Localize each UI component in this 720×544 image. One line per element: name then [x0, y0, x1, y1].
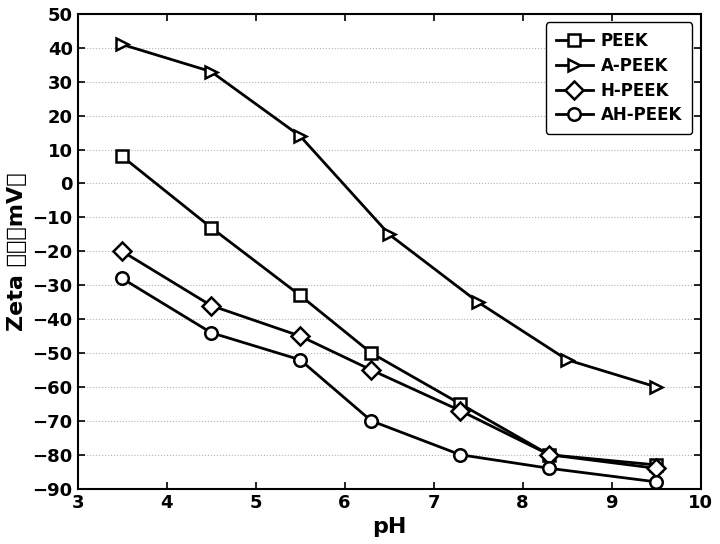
PEEK [207, 224, 215, 231]
A-PEEK [384, 231, 393, 238]
H-PEEK [545, 452, 554, 458]
H-PEEK [207, 302, 215, 309]
A-PEEK [652, 384, 660, 390]
H-PEEK [296, 333, 305, 339]
AH-PEEK [207, 330, 215, 336]
H-PEEK [652, 465, 660, 472]
PEEK [367, 350, 376, 356]
Y-axis label: Zeta 电位（mV）: Zeta 电位（mV） [7, 172, 27, 331]
AH-PEEK [456, 452, 464, 458]
A-PEEK [207, 69, 215, 75]
A-PEEK [296, 133, 305, 139]
PEEK [652, 462, 660, 468]
A-PEEK [563, 356, 572, 363]
X-axis label: pH: pH [372, 517, 406, 537]
Line: H-PEEK: H-PEEK [116, 245, 662, 474]
AH-PEEK [367, 418, 376, 424]
A-PEEK [474, 299, 482, 305]
Line: A-PEEK: A-PEEK [116, 38, 662, 393]
AH-PEEK [118, 275, 127, 282]
A-PEEK [118, 41, 127, 48]
H-PEEK [456, 407, 464, 414]
PEEK [118, 153, 127, 159]
PEEK [545, 452, 554, 458]
AH-PEEK [545, 465, 554, 472]
Line: PEEK: PEEK [116, 150, 662, 471]
PEEK [456, 400, 464, 407]
Line: AH-PEEK: AH-PEEK [116, 272, 662, 488]
PEEK [296, 292, 305, 299]
AH-PEEK [296, 356, 305, 363]
H-PEEK [367, 367, 376, 373]
H-PEEK [118, 248, 127, 255]
Legend: PEEK, A-PEEK, H-PEEK, AH-PEEK: PEEK, A-PEEK, H-PEEK, AH-PEEK [546, 22, 692, 134]
AH-PEEK [652, 479, 660, 485]
